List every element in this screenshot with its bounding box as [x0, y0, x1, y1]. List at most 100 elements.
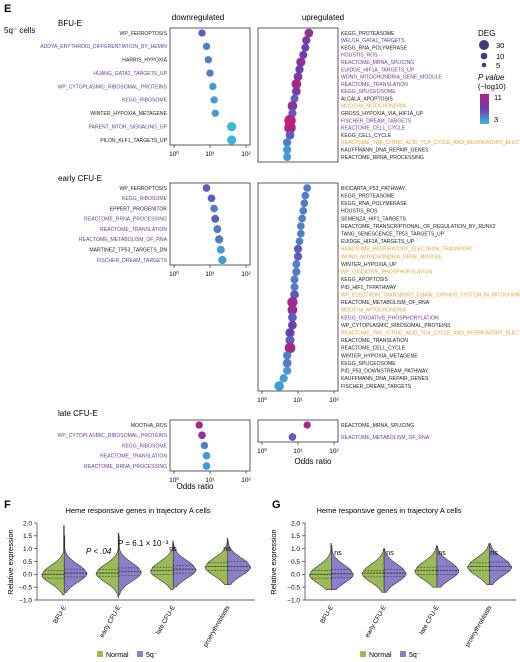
annot-f-early: P = 6.1 × 10⁻³	[118, 539, 169, 548]
term-label: WP_CYTOPLASMIC_RIBOSOMAL_PROTEINS	[58, 84, 168, 90]
y-tick-label: 1.0	[23, 546, 32, 553]
term-label: KAUFFMANN_DNA_REPAIR_GENES	[341, 148, 429, 154]
x-tick-label: 10²	[241, 477, 251, 484]
dot	[295, 237, 304, 246]
term-label: KEGG_APOPTOSIS	[341, 277, 389, 283]
violin-5q	[436, 545, 460, 588]
term-label: KEGG_RIBOSOME	[122, 443, 168, 449]
term-label: REACTOME_MRNA_SPLICING	[341, 423, 414, 429]
term-label: REACTOME_TRANSLATION	[100, 454, 167, 460]
violin-normal	[41, 525, 65, 596]
dot	[218, 255, 227, 265]
term-label: WP_FERROPTOSIS	[120, 31, 168, 37]
dot	[202, 462, 211, 470]
violin-normal	[150, 540, 174, 591]
y-tick-label: 0.5	[23, 559, 32, 566]
dot	[279, 374, 288, 383]
dot	[297, 222, 305, 230]
violin-5q	[489, 543, 513, 585]
panel-f-letter: F	[4, 499, 11, 511]
legend-g-5q: 5q⁻	[409, 652, 421, 659]
dot	[227, 122, 237, 132]
enrichment-plot: WP_FERROPTOSIS ADDYA_ERYTHROID_DIFFERENTI…	[40, 27, 252, 158]
term-label: WP_CYTOPLASMIC_RIBOSOMAL_PROTEINS	[58, 433, 168, 439]
y-tick-label: −1.0	[287, 597, 300, 604]
legend-g-normal: Normal	[369, 652, 392, 659]
term-label: WP_OXIDATIVE_PHOSPHORYLATION	[341, 270, 432, 276]
y-tick-label: 2.0	[291, 520, 300, 527]
y-tick-label: 1.5	[291, 533, 300, 540]
dot	[213, 225, 222, 234]
term-label: REACTOME_RRNA_PROCESSING	[84, 464, 167, 470]
term-label: WINTER_HYPOXIA_METAGENE	[90, 111, 167, 117]
annot-f-late: ns	[169, 546, 177, 553]
legend-p-value-3: 3	[494, 115, 498, 124]
dot	[296, 57, 306, 67]
stage-label-early: early CFU-E	[58, 174, 102, 183]
dot	[274, 381, 284, 391]
term-label: MOOTHA_MITOCHONDRIA	[341, 104, 407, 110]
term-label: MOOTHA_MITOCHONDRIA	[341, 308, 407, 314]
term-label: WONG_MITOCHONDRIA_GENE_MODULE	[341, 75, 443, 81]
term-label: REACTOME_TRANSLATION	[341, 338, 408, 344]
legend-f-normal: Normal	[106, 652, 129, 659]
dot	[298, 214, 306, 223]
y-tick-label: 0.5	[291, 559, 300, 566]
dot	[202, 42, 211, 51]
dot	[292, 260, 301, 269]
term-label: ADDYA_ERYTHROID_DIFFERENTIATION_BY_HEMIN	[40, 44, 167, 50]
dot	[210, 96, 218, 104]
term-label: KEGG_SPLICEOSOME	[341, 89, 396, 95]
dot	[293, 252, 303, 261]
dot	[227, 135, 237, 145]
term-label: FISCHER_DREAM_TARGETS	[341, 384, 412, 390]
dot	[288, 313, 297, 322]
term-label: TANG_SENESCENCE_TP53_TARGETS_UP	[341, 231, 445, 237]
term-label: KEGG_RNA_POLYMERASE	[341, 45, 407, 51]
dot	[295, 65, 304, 74]
dot	[285, 130, 295, 140]
term-label: MOOTHA_ROS	[131, 423, 168, 429]
cells-label: 5q⁻ cells	[4, 26, 35, 35]
annot-g-4: ns	[490, 550, 498, 557]
stage-label-late: late CFU-E	[58, 409, 98, 418]
x-category-label: BFU-E	[52, 604, 68, 625]
term-label: KEGG_CELL_CYCLE	[341, 133, 392, 139]
term-label: REACTOME_TRANSLATION	[100, 227, 167, 233]
xaxis-title-down: Odds ratio	[177, 482, 214, 491]
x-tick-label: 10¹	[205, 271, 215, 278]
term-label: BIOCARTA_P53_PATHWAY	[341, 186, 406, 192]
term-label: GROSS_HYPOXIA_VIA_HIF1A_UP	[341, 111, 424, 117]
enrichment-plot: MOOTHA_ROS WP_CYTOPLASMIC_RIBOSOMAL_PROTE…	[58, 419, 252, 484]
dot	[301, 43, 310, 52]
x-category-label: proerythroblasts	[464, 604, 494, 649]
dot	[290, 275, 299, 284]
term-label: EUIDGE_HIF1A_TARGETS_UP	[341, 239, 415, 245]
term-label: PID_P53_DOWNSTREAM_PATHWAY	[341, 369, 429, 375]
x-tick-label: 10⁰	[257, 447, 267, 455]
violin-normal	[309, 543, 332, 591]
violin-5q	[63, 535, 88, 593]
dot	[283, 153, 292, 161]
term-label: HUANG_GATA2_TARGETS_UP	[93, 71, 167, 77]
violin-normal	[414, 545, 438, 588]
y-tick-label: −0.5	[287, 584, 300, 591]
term-label: REACTOME_CELL_CYCLE	[341, 126, 406, 132]
violin-normal	[467, 543, 490, 585]
panel-e-letter: E	[4, 3, 11, 15]
term-label: KEGG_RNA_POLYMERASE	[341, 201, 407, 207]
legend-f-normal-swatch	[97, 651, 103, 657]
dot	[211, 214, 220, 223]
term-label: PARENT_MTOR_SIGNALING_UP	[89, 124, 168, 130]
dot	[283, 145, 292, 154]
annot-g-1: ns	[334, 550, 342, 557]
dot	[202, 451, 211, 460]
term-label: PID_HIF1_TFPATHWAY	[341, 285, 397, 291]
y-tick-label: −0.5	[19, 584, 32, 591]
x-category-label: early CFU-E	[99, 604, 123, 639]
dot	[303, 184, 312, 192]
enrichment-plot: REACTOME_MRNA_SPLICING REACTOME_METABOLIS…	[257, 419, 430, 455]
term-label: HARRIS_HYPOXIA	[122, 58, 167, 64]
dot	[287, 304, 298, 315]
